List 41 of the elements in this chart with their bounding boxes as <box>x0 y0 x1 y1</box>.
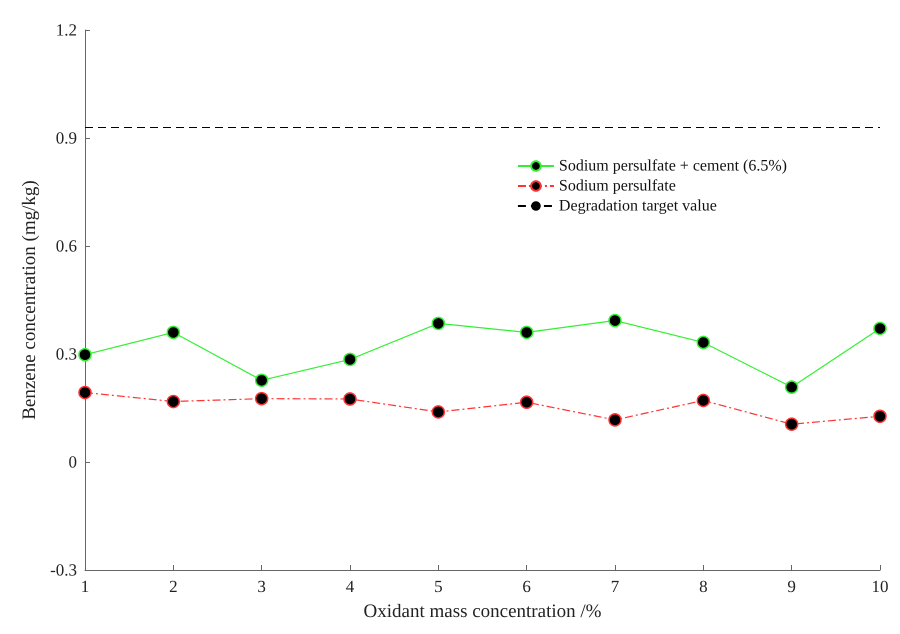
point <box>78 386 92 400</box>
point <box>78 348 92 362</box>
x-tick-label: 1 <box>80 577 90 596</box>
y-tick-label: 0.9 <box>56 128 77 148</box>
y-tick-label: -0.3 <box>50 560 77 580</box>
point <box>873 410 887 424</box>
y-tick-label: 1.2 <box>56 20 77 40</box>
x-tick-label: 6 <box>522 577 531 596</box>
point <box>608 314 622 328</box>
y-tick-label: 0.6 <box>56 236 77 256</box>
point <box>608 413 622 427</box>
point <box>696 394 710 408</box>
y-tick-label: 0.3 <box>56 344 77 364</box>
point <box>254 374 268 388</box>
x-tick-label: 10 <box>872 577 888 596</box>
point <box>166 394 180 408</box>
legend-label: Sodium persulfate + cement (6.5%) <box>558 158 788 174</box>
point <box>784 380 798 394</box>
x-tick-label: 3 <box>257 577 266 596</box>
point <box>784 417 798 431</box>
x-tick-label: 2 <box>169 577 178 596</box>
x-tick-label: 9 <box>787 577 796 596</box>
x-axis-title: Oxidant mass concentration /% <box>364 601 602 622</box>
point <box>696 336 710 350</box>
point <box>520 326 534 340</box>
point <box>343 352 357 366</box>
point <box>520 395 534 409</box>
legend-label: Degradation target value <box>558 198 717 214</box>
point <box>343 392 357 406</box>
x-tick-label: 4 <box>346 577 355 596</box>
legend-label: Sodium persulfate <box>558 178 676 194</box>
x-tick-label: 7 <box>610 577 620 596</box>
x-tick-label: 5 <box>434 577 443 596</box>
y-tick-label: 0 <box>68 452 77 472</box>
point <box>873 322 887 336</box>
x-tick-label: 8 <box>699 577 708 596</box>
point <box>432 316 446 330</box>
point <box>166 326 180 340</box>
y-axis-title: Benzene concentration (mg/kg) <box>19 180 40 420</box>
point <box>432 405 446 419</box>
point <box>254 392 268 406</box>
